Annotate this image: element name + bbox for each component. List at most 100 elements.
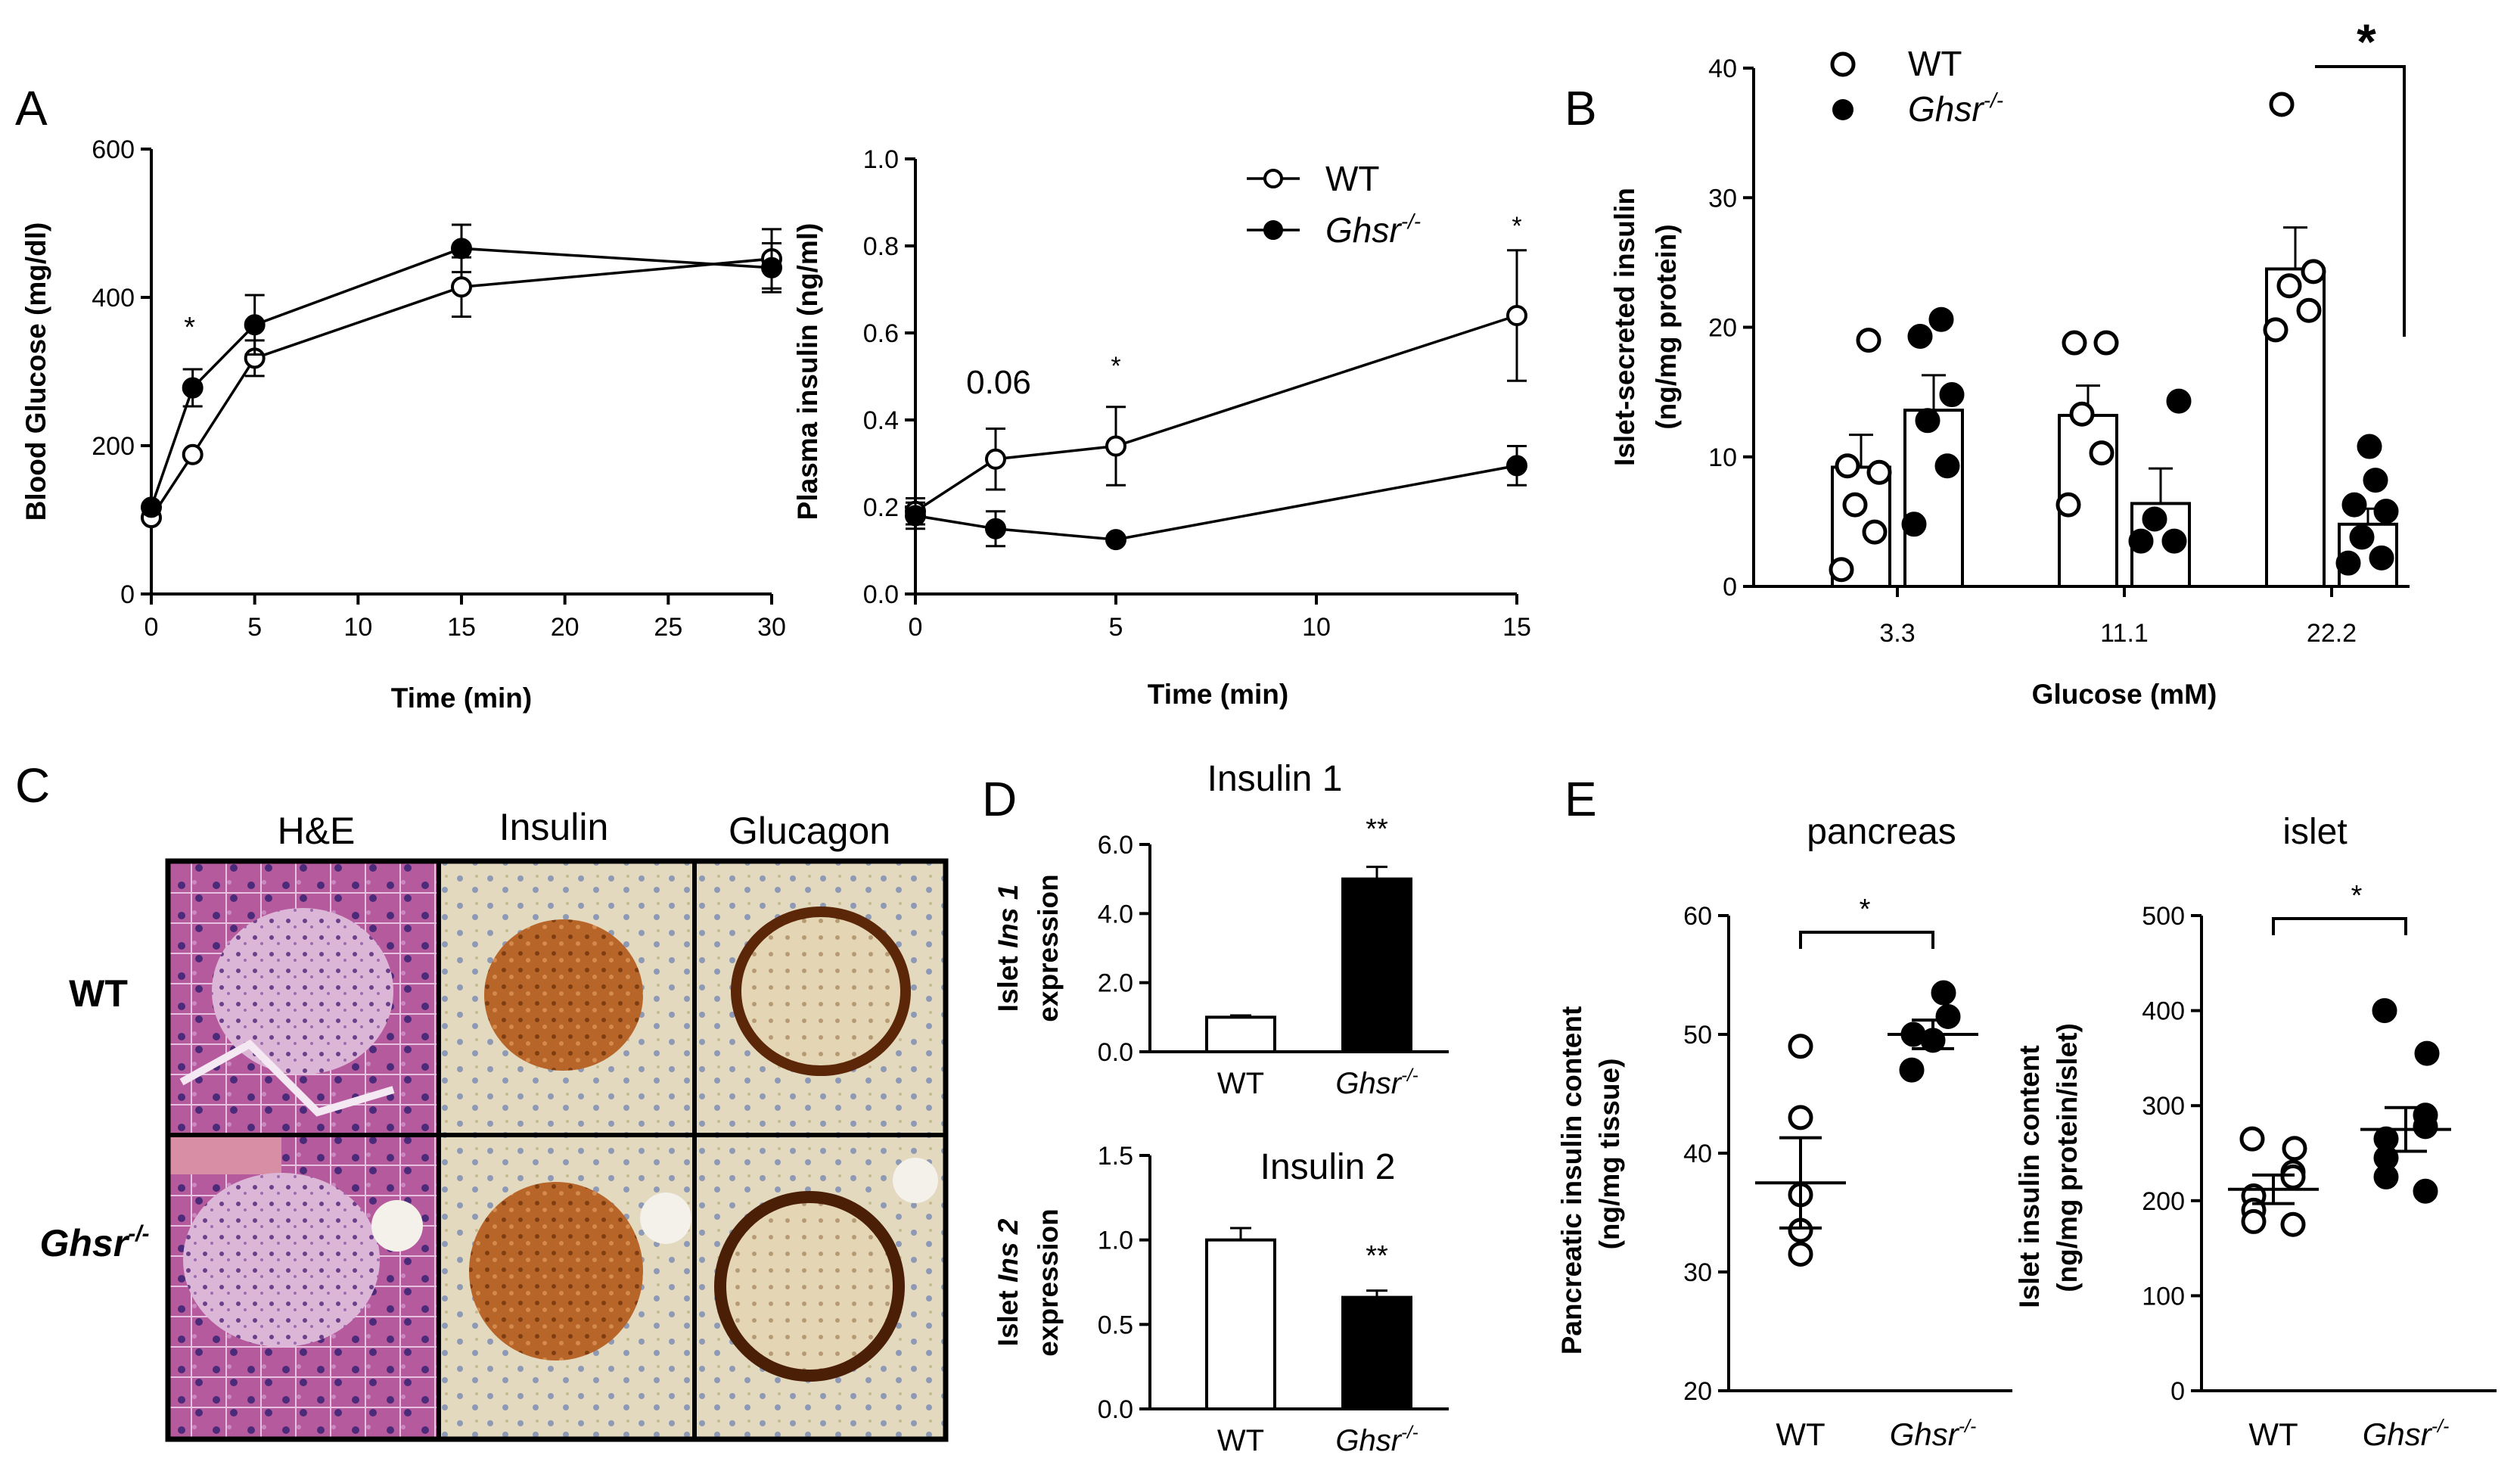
point-a2-ko-2	[1105, 529, 1126, 551]
annotation-e1: *	[1860, 894, 1871, 925]
point-b-ko-2-0	[2335, 550, 2361, 576]
ytick-label-a2-1: 0.2	[863, 493, 899, 522]
point-e1-wt-1	[1788, 1105, 1813, 1130]
xtick-label-b-2: 22.2	[2307, 619, 2357, 648]
point-e2-wt-7	[2280, 1211, 2306, 1237]
point-a2-wt-3	[1506, 305, 1527, 326]
xtick-label-b-0: 3.3	[1879, 619, 1915, 648]
xtick-label-d1-1: Ghsr-/-	[1335, 1065, 1418, 1100]
ytick-label-b-1: 10	[1708, 443, 1737, 472]
point-b-wt-0-5	[1856, 328, 1881, 353]
xtick-label-d1-1-base: Ghsr	[1335, 1067, 1402, 1100]
histology-wt-glucagon-islet	[731, 906, 911, 1076]
bracket-e2	[2272, 917, 2407, 935]
histology-col-he: H&E	[278, 810, 356, 852]
point-b-ko-0-3	[1939, 382, 1965, 408]
ylabel-d2-line1: Islet Ins 2	[993, 1218, 1024, 1346]
annotation-a1-0: *	[184, 312, 195, 344]
annotation-b-0: *	[2357, 14, 2376, 70]
chart-pancreas: pancreas Pancreatic insulin content (ng/…	[1556, 812, 2012, 1452]
histology-ko-he-islet	[183, 1173, 380, 1347]
point-b-ko-2-6	[2357, 434, 2382, 459]
ytick-label-d1-3: 6.0	[1098, 831, 1133, 860]
xtick-label-a2-2: 10	[1302, 613, 1331, 642]
axes-e1	[1727, 916, 2012, 1392]
ytick-label-a2-2: 0.4	[863, 406, 899, 435]
xtick-label-e2-0: WT	[2248, 1416, 2298, 1452]
title-d2: Insulin 2	[1260, 1147, 1396, 1187]
legend-ko-base: Ghsr	[1325, 210, 1402, 250]
ytick-label-d1-0: 0.0	[1098, 1038, 1133, 1067]
xlabel-a2: Time (min)	[1148, 679, 1288, 710]
point-e2-ko-1	[2414, 1040, 2440, 1066]
xtick-label-e1-1-sup: -/-	[1959, 1416, 1977, 1437]
legend-b-ko-sup: -/-	[1984, 89, 2003, 112]
ylabel-b-line1: Islet-secreted insulin	[1609, 188, 1640, 466]
point-b-wt-2-2	[2276, 273, 2302, 299]
ytick-label-d2-0: 0.0	[1098, 1395, 1133, 1424]
title-e2: islet	[2282, 812, 2347, 852]
ylabel-b-line2: (ng/mg protein)	[1651, 224, 1682, 429]
ylabel-d1-line2: expression	[1033, 874, 1064, 1022]
point-b-wt-0-1	[1862, 519, 1888, 545]
point-b-wt-2-3	[2301, 259, 2326, 285]
histology-ko-glucagon-islet	[714, 1191, 905, 1382]
bracket-b	[2315, 65, 2406, 337]
xtick-label-a1-5: 25	[654, 613, 682, 642]
xtick-label-a1-0: 0	[144, 613, 159, 642]
ytick-label-a1-0: 0	[120, 580, 135, 609]
point-e2-wt-1	[2282, 1136, 2307, 1161]
point-b-ko-1-0	[2128, 528, 2154, 554]
axes-a1	[150, 149, 772, 596]
legend-ko-sup: -/-	[1401, 210, 1421, 233]
ytick-label-a2-3: 0.6	[863, 319, 899, 348]
xtick-label-d1-0: WT	[1217, 1067, 1264, 1100]
point-b-ko-0-5	[1928, 306, 1954, 332]
histology-ko-glucagon-fat	[893, 1158, 938, 1203]
ytick-label-e1-0: 20	[1683, 1377, 1712, 1406]
point-a1-wt-1	[182, 443, 204, 465]
point-e1-ko-0	[1931, 980, 1956, 1006]
chart-insulin1: Insulin 1 Islet Ins 1 expression 0.0 2.0 4…	[993, 759, 1449, 1100]
bar-d2-1	[1341, 1295, 1412, 1410]
point-b-wt-2-0	[2263, 317, 2289, 343]
xtick-label-d1-1-sup: -/-	[1401, 1065, 1418, 1086]
ytick-label-e2-1: 100	[2142, 1282, 2185, 1311]
annotation-d1: **	[1366, 813, 1388, 845]
point-e1-ko-1	[1935, 1003, 1961, 1029]
chart-islet-secreted-insulin: Islet-secreted insulin (ng/mg protein) G…	[1609, 14, 2410, 710]
point-a1-ko-2	[244, 314, 266, 336]
point-a2-wt-2	[1105, 435, 1126, 457]
histology-ko-insulin-fat	[640, 1193, 691, 1244]
point-b-wt-2-1	[2296, 297, 2322, 323]
point-a2-ko-0	[905, 505, 926, 527]
point-b-ko-1-3	[2166, 388, 2192, 414]
point-b-ko-2-1	[2369, 545, 2394, 571]
ytick-label-a1-1: 200	[92, 432, 135, 461]
chart-islet-content: islet Islet insulin content (ng/mg prote…	[2014, 812, 2497, 1452]
point-a1-ko-0	[141, 496, 162, 518]
ytick-label-e2-0: 0	[2170, 1377, 2185, 1406]
point-a2-ko-3	[1506, 455, 1527, 477]
ytick-label-e1-3: 50	[1683, 1021, 1712, 1050]
xtick-label-e2-1: Ghsr-/-	[2363, 1416, 2450, 1452]
point-e1-wt-0	[1788, 1034, 1813, 1059]
point-e2-ko-6	[2373, 1164, 2399, 1189]
legend-label-wt: WT	[1325, 159, 1380, 198]
series-a2-ko	[915, 464, 1518, 541]
point-b-wt-1-0	[2055, 492, 2081, 518]
xtick-label-a1-3: 15	[447, 613, 476, 642]
xtick-label-e2-1-sup: -/-	[2431, 1416, 2450, 1437]
point-b-wt-1-1	[2089, 440, 2115, 466]
ytick-label-a2-0: 0.0	[863, 580, 899, 609]
ytick-label-b-0: 0	[1723, 573, 1737, 602]
chart-plasma-insulin: Plasma insulin (ng/ml) Time (min) WT Ghs…	[792, 145, 1531, 710]
xtick-label-a1-1: 5	[247, 613, 262, 642]
chart-insulin2: Insulin 2 Islet Ins 2 expression 0.0 0.5 1…	[993, 1142, 1449, 1457]
histology-wt-insulin-islet	[484, 919, 643, 1071]
histology-wt-he-islet	[212, 908, 393, 1074]
point-e2-ko-3	[2413, 1114, 2438, 1140]
histology-row-ko-base: Ghsr	[39, 1222, 129, 1264]
point-b-ko-2-4	[2341, 492, 2367, 518]
